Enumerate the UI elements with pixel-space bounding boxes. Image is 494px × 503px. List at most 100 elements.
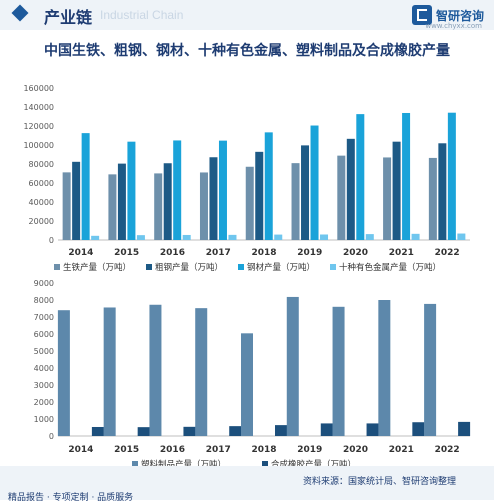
bar [241,333,253,436]
legend-swatch [262,461,268,466]
bar [383,157,392,240]
x-tick-label: 2022 [435,248,460,258]
x-tick-label: 2016 [160,248,185,258]
x-tick-label: 2018 [251,248,276,258]
x-tick-label: 2022 [435,445,460,455]
bar [182,234,191,240]
bar [108,174,117,240]
logo-url: www.chyxx.com [425,22,482,30]
bar [154,173,163,240]
chart-canvas: 0200004000060000800001000001200001400001… [23,84,471,466]
bar [264,132,273,240]
y-tick-label: 2000 [34,398,54,407]
bar [332,306,345,436]
bar [320,234,329,240]
section-ghost-title: Industrial Chain [100,8,184,22]
bar [310,125,319,240]
legend-swatch [146,264,152,270]
bar [346,138,355,240]
legend-label: 生铁产量（万吨） [63,262,131,273]
x-tick-label: 2014 [68,445,93,455]
x-tick-label: 2015 [114,248,139,258]
footer-bar: 精品报告 · 专项定制 · 品质服务 资料来源：国家统计局、智研咨询整理 [0,466,494,503]
bar [72,161,81,240]
bar [457,233,466,240]
source-note: 资料来源：国家统计局、智研咨询整理 [302,477,456,487]
bar [117,163,126,240]
legend-label: 粗钢产量（万吨） [155,262,223,273]
legend-label: 塑料制品产量（万吨） [141,459,226,466]
legend-label: 十种有色金属产量（万吨） [339,262,441,273]
logo-icon [411,5,432,25]
bar [163,163,172,240]
bar [103,307,116,436]
y-tick-label: 60000 [29,179,54,188]
y-tick-label: 40000 [29,198,54,207]
bar [228,234,237,240]
bar [337,155,346,240]
bar [275,425,287,436]
x-tick-label: 2015 [114,445,139,455]
bar [218,140,227,240]
y-tick-label: 100000 [23,141,54,150]
bar [245,166,254,240]
bar [62,172,71,240]
bar [199,172,208,240]
bar [127,141,136,240]
y-tick-label: 80000 [29,160,54,169]
y-tick-label: 140000 [23,103,54,112]
bar [447,112,456,240]
x-tick-label: 2020 [343,248,368,258]
bar [458,421,471,436]
bar [428,157,437,240]
x-tick-label: 2020 [343,445,368,455]
bar [365,234,374,240]
legend-swatch [132,461,138,466]
section-title: 产业链 [44,8,93,27]
y-tick-label: 1000 [34,415,54,424]
legend-swatch [238,264,244,270]
x-tick-label: 2021 [389,445,414,455]
bar [412,422,425,436]
y-tick-label: 160000 [23,84,54,93]
legend-swatch [54,264,60,270]
bar [411,233,420,240]
bar [402,112,411,240]
y-tick-label: 0 [49,432,54,441]
x-tick-label: 2019 [297,248,322,258]
bar [438,143,447,240]
y-tick-label: 9000 [34,279,54,288]
y-tick-label: 120000 [23,122,54,131]
x-tick-label: 2017 [206,248,231,258]
y-tick-label: 4000 [34,364,54,373]
bar [320,423,333,436]
bar [286,296,299,436]
bar [424,303,437,436]
bar [229,426,242,436]
y-tick-label: 3000 [34,381,54,390]
x-tick-label: 2017 [206,445,231,455]
bar [81,133,90,240]
legend-swatch [330,264,336,270]
x-tick-label: 2014 [68,248,93,258]
y-tick-label: 5000 [34,347,54,356]
bar [173,140,182,240]
x-tick-label: 2021 [389,248,414,258]
legend-label: 合成橡胶产量（万吨） [271,459,356,466]
bar [291,163,300,240]
chart-title: 中国生铁、粗钢、钢材、十种有色金属、塑料制品及合成橡胶产量 [44,43,450,59]
y-tick-label: 7000 [34,313,54,322]
y-tick-label: 8000 [34,296,54,305]
y-tick-label: 0 [49,236,54,245]
bar [57,310,70,436]
logo-name: 智研咨询 [435,8,484,23]
bar [366,423,379,436]
legend-label: 钢材产量（万吨） [247,262,315,273]
bar [274,234,283,240]
brand-logo: 智研咨询 [411,3,484,27]
bar [183,426,196,436]
bar [137,427,150,436]
bar [356,114,365,240]
bar [378,300,391,436]
footer-slogan: 精品报告 · 专项定制 · 品质服务 [8,493,134,503]
